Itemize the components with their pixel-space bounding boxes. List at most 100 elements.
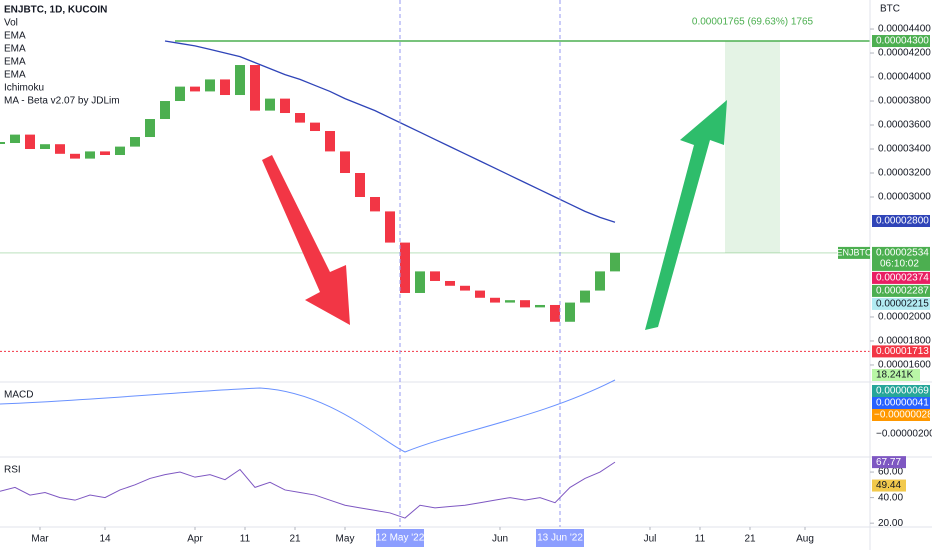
y-tick-label: 0.00001600 bbox=[878, 360, 931, 371]
x-tick-label: Apr bbox=[187, 534, 203, 545]
price-label: 0.00002800 bbox=[876, 216, 929, 227]
x-tick-label: 21 bbox=[289, 534, 301, 545]
countdown-label: 06:10:02 bbox=[880, 259, 919, 270]
price-label: 0.00004300 bbox=[876, 36, 929, 47]
macd-label-bg bbox=[872, 385, 930, 397]
candle bbox=[190, 86, 200, 92]
candle bbox=[550, 304, 560, 322]
y-tick-label: 0.00003200 bbox=[878, 168, 931, 179]
price-label-bg bbox=[872, 35, 930, 48]
candle bbox=[565, 302, 575, 322]
candle bbox=[115, 146, 125, 156]
ema-line bbox=[164, 40, 616, 223]
candle bbox=[415, 271, 425, 293]
price-label: 0.00002287 bbox=[876, 286, 929, 297]
crosshair-label: 13 Jun '22 bbox=[537, 533, 583, 544]
volume-label-bg bbox=[872, 369, 920, 381]
x-tick-label: 21 bbox=[744, 534, 756, 545]
legend-item: EMA bbox=[4, 31, 26, 42]
candle bbox=[55, 144, 65, 154]
volume-label: 18.241K bbox=[876, 370, 914, 381]
unit-label: BTC bbox=[880, 4, 900, 15]
y-tick-label: 0.00003400 bbox=[878, 144, 931, 155]
price-label-bg bbox=[872, 214, 930, 227]
y-tick-label: 0.00004200 bbox=[878, 48, 931, 59]
macd-label: −0.00000028 bbox=[874, 410, 932, 421]
symbol-tag-bg bbox=[838, 246, 870, 259]
candle bbox=[25, 134, 35, 150]
legend-item: EMA bbox=[4, 57, 26, 68]
candle bbox=[130, 137, 140, 147]
y-tick-label: 40.00 bbox=[878, 492, 903, 503]
candle bbox=[595, 271, 605, 291]
rsi-ma-label: 49.44 bbox=[876, 480, 901, 491]
x-tick-label: 11 bbox=[240, 534, 251, 545]
candle bbox=[85, 151, 95, 159]
y-tick-label: 0.00004400 bbox=[878, 24, 931, 35]
x-tick-label: Jun bbox=[492, 534, 508, 545]
rsi-ma-label-bg bbox=[872, 479, 906, 492]
legend-item: Vol bbox=[4, 18, 18, 29]
y-tick-label: 0.00003600 bbox=[878, 120, 931, 131]
rsi-line bbox=[0, 461, 616, 519]
candle bbox=[205, 79, 215, 92]
candle bbox=[610, 252, 620, 272]
macd-label: 0.00000069 bbox=[876, 386, 929, 397]
y-tick-label: 60.00 bbox=[878, 467, 903, 478]
x-tick-label: Mar bbox=[31, 534, 49, 545]
y-tick-label: 0.00001800 bbox=[878, 336, 931, 347]
candle bbox=[70, 153, 80, 159]
price-label: 0.00002534 bbox=[876, 248, 929, 259]
candle bbox=[310, 122, 320, 132]
macd-tick-label: −0.00000200 bbox=[876, 429, 932, 440]
price-label-bg bbox=[872, 297, 930, 310]
candle bbox=[460, 285, 470, 291]
x-tick-label: May bbox=[336, 534, 355, 545]
x-tick-label: 11 bbox=[695, 534, 706, 545]
candle bbox=[10, 134, 20, 144]
rsi-label-bg bbox=[872, 456, 906, 469]
candle bbox=[355, 173, 365, 197]
price-label: 0.00001713 bbox=[876, 346, 929, 357]
candle bbox=[505, 300, 515, 303]
candle bbox=[175, 86, 185, 102]
candle bbox=[385, 211, 395, 243]
price-pane: 0.00001765 (69.63%) 1765 bbox=[0, 17, 870, 352]
symbol-tag: ENJBTC bbox=[836, 247, 872, 257]
crosshair-label-bg bbox=[536, 529, 584, 547]
candle bbox=[400, 242, 410, 293]
macd-label-bg bbox=[872, 409, 930, 421]
candle bbox=[220, 79, 230, 96]
candle bbox=[490, 297, 500, 303]
candle bbox=[445, 280, 455, 286]
y-tick-label: 0.00003800 bbox=[878, 96, 931, 107]
crosshair-label-bg bbox=[376, 529, 424, 547]
y-tick-label: 0.00002000 bbox=[878, 312, 931, 323]
candle bbox=[325, 131, 335, 152]
candle bbox=[520, 300, 530, 308]
price-label-bg bbox=[872, 246, 930, 271]
macd-title: MACD bbox=[4, 390, 33, 401]
up-arrow bbox=[645, 100, 727, 330]
legend-item: EMA bbox=[4, 44, 26, 55]
candle bbox=[250, 65, 260, 111]
candle bbox=[340, 151, 350, 174]
x-tick-label: Jul bbox=[644, 534, 657, 545]
crosshair-label: 12 May '22 bbox=[376, 533, 425, 544]
legend: ENJBTC, 1D, KUCOIN Vol EMA EMA EMA EMA Ichimok… bbox=[4, 5, 120, 107]
candle bbox=[235, 65, 245, 96]
rsi-label: 67.77 bbox=[876, 457, 901, 468]
candle bbox=[295, 113, 305, 123]
y-tick-label: 0.00003000 bbox=[878, 192, 931, 203]
candle bbox=[100, 151, 110, 156]
y-tick-label: 20.00 bbox=[878, 518, 903, 529]
price-label: 0.00002374 bbox=[876, 273, 929, 284]
macd-label: 0.00000041 bbox=[876, 398, 929, 409]
price-label-bg bbox=[872, 284, 930, 297]
target-annotation: 0.00001765 (69.63%) 1765 bbox=[692, 17, 814, 28]
x-tick-label: 14 bbox=[99, 534, 111, 545]
price-label: 0.00002215 bbox=[876, 299, 929, 310]
candle bbox=[370, 196, 380, 212]
